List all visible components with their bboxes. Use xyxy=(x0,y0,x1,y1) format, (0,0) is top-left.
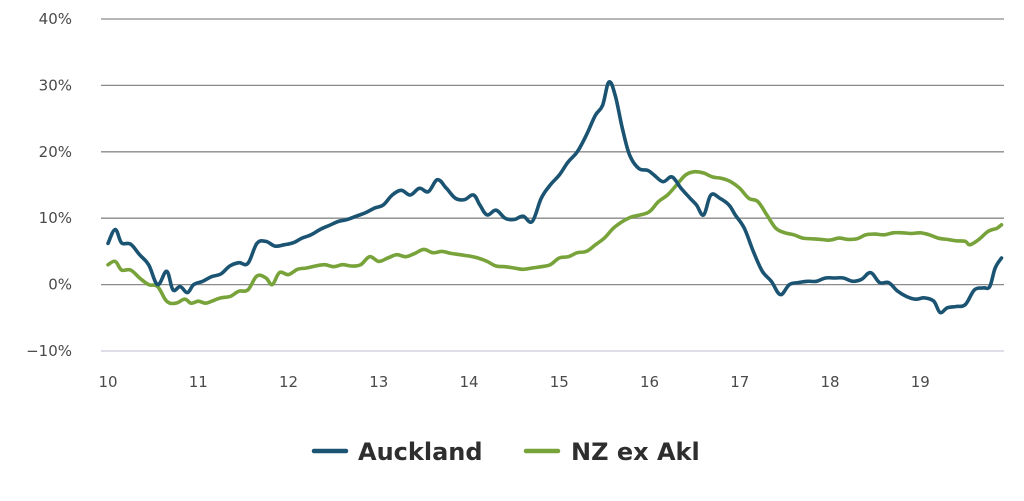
legend-label: Auckland xyxy=(358,438,483,466)
x-tick-label: 15 xyxy=(550,373,569,391)
y-tick-label: −10% xyxy=(26,342,72,360)
legend-label: NZ ex Akl xyxy=(571,438,700,466)
y-axis-tick-labels: −10% 0% 10% 20% 30% 40% xyxy=(26,10,72,360)
x-tick-label: 10 xyxy=(98,373,117,391)
y-tick-label: 0% xyxy=(48,276,72,294)
x-tick-label: 19 xyxy=(911,373,930,391)
x-tick-label: 11 xyxy=(189,373,208,391)
series-line-auckland xyxy=(106,80,1004,315)
x-axis-tick-labels: 10 11 12 13 14 15 16 17 18 19 xyxy=(98,373,929,391)
legend: Auckland NZ ex Akl xyxy=(311,438,700,466)
y-tick-label: 10% xyxy=(39,209,72,227)
x-tick-label: 14 xyxy=(459,373,478,391)
x-tick-label: 12 xyxy=(279,373,298,391)
y-tick-label: 20% xyxy=(39,143,72,161)
y-tick-label: 30% xyxy=(39,76,72,94)
y-tick-label: 40% xyxy=(39,10,72,28)
series-line-nz-ex-akl xyxy=(106,169,1004,306)
x-tick-label: 18 xyxy=(820,373,839,391)
x-tick-label: 13 xyxy=(369,373,388,391)
series-lines xyxy=(106,80,1004,315)
x-tick-label: 16 xyxy=(640,373,659,391)
x-tick-label: 17 xyxy=(730,373,749,391)
